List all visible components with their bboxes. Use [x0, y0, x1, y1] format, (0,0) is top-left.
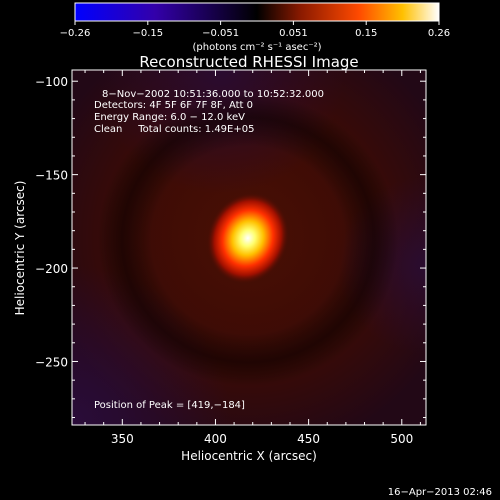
y-tick-label: −100 — [35, 75, 68, 89]
colorbar-tick-label: −0.051 — [202, 28, 239, 39]
x-tick-label: 400 — [204, 432, 227, 446]
heatmap-image — [72, 70, 426, 425]
colorbar-unit-label: (photons cm⁻² s⁻¹ asec⁻²) — [192, 42, 321, 53]
colorbar-tick-label: −0.26 — [60, 28, 91, 39]
x-axis-label: Heliocentric X (arcsec) — [181, 449, 317, 463]
x-axis-ticks: 350 400 450 500 — [84, 70, 421, 446]
y-axis-label: Heliocentric Y (arcsec) — [13, 181, 27, 316]
colorbar — [74, 2, 440, 22]
y-tick-label: −200 — [35, 262, 68, 276]
colorbar-ticks: −0.26 −0.15 −0.051 0.051 0.15 0.26 — [60, 21, 450, 39]
annotation-clean-counts: Clean Total counts: 1.49E+05 — [94, 124, 254, 135]
annotation-detectors: Detectors: 4F 5F 6F 7F 8F, Att 0 — [94, 100, 253, 111]
colorbar-tick-label: 0.051 — [279, 28, 308, 39]
x-tick-label: 350 — [111, 432, 134, 446]
x-tick-label: 500 — [390, 432, 413, 446]
peak-position-label: Position of Peak = [419,−184] — [94, 400, 245, 411]
y-tick-label: −250 — [35, 355, 68, 369]
plot-frame — [71, 69, 427, 426]
y-axis-ticks: −100 −150 −200 −250 — [35, 75, 426, 419]
footer-date: 16−Apr−2013 02:46 — [387, 487, 492, 498]
source-blob — [206, 192, 289, 284]
annotation-time-range: 8−Nov−2002 10:51:36.000 to 10:52:32.000 — [102, 89, 324, 100]
x-tick-label: 450 — [297, 432, 320, 446]
y-tick-label: −150 — [35, 169, 68, 183]
annotation-energy-range: Energy Range: 6.0 − 12.0 keV — [94, 112, 245, 123]
chart-title: Reconstructed RHESSI Image — [139, 53, 358, 71]
colorbar-tick-label: −0.15 — [132, 28, 163, 39]
colorbar-tick-label: 0.26 — [428, 28, 450, 39]
colorbar-tick-label: 0.15 — [355, 28, 377, 39]
